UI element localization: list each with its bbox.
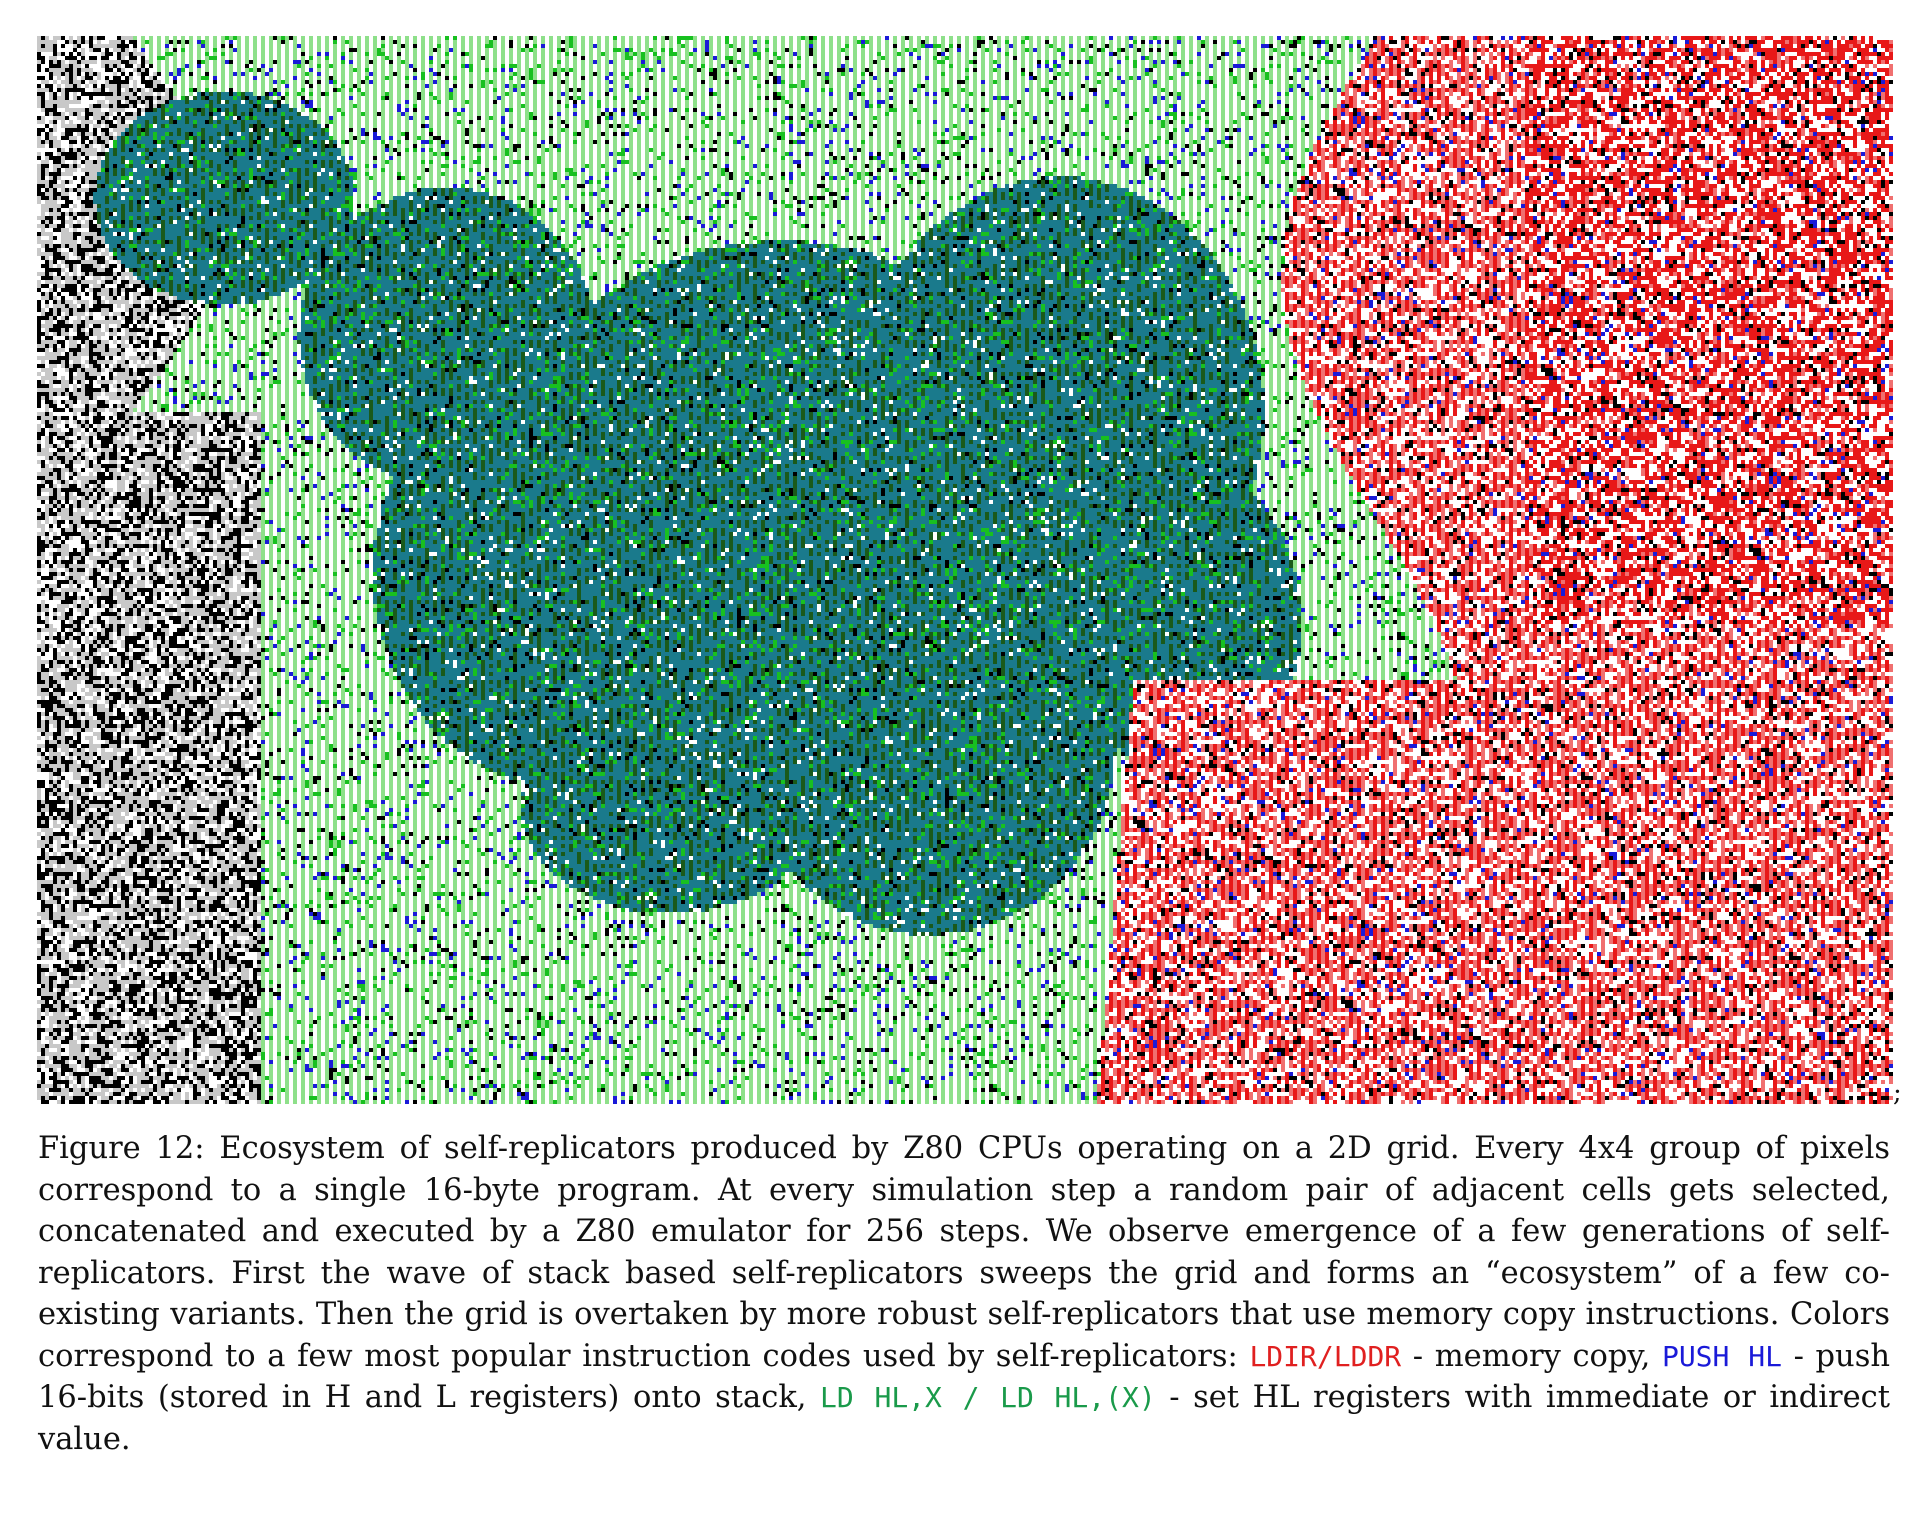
caption-text-3: - push 16-bits (stored in H and L regist… [38, 1338, 1890, 1416]
caption-text-1: Figure 12: Ecosystem of self-replicators… [38, 1131, 1890, 1374]
caption-text-2: - memory copy, [1401, 1338, 1662, 1374]
figure-caption: Figure 12: Ecosystem of self-replicators… [38, 1128, 1890, 1460]
caption-code-push: PUSH HL [1661, 1339, 1782, 1373]
caption-text-4: - set HL registers with immediate or ind… [38, 1380, 1890, 1457]
caption-code-ldir: LDIR/LDDR [1249, 1339, 1402, 1373]
ecosystem-grid-image [37, 36, 1893, 1104]
caption-code-ld-hl: LD HL,X / LD HL,(X) [820, 1381, 1156, 1414]
trailing-semicolon: ; [1893, 1078, 1902, 1108]
